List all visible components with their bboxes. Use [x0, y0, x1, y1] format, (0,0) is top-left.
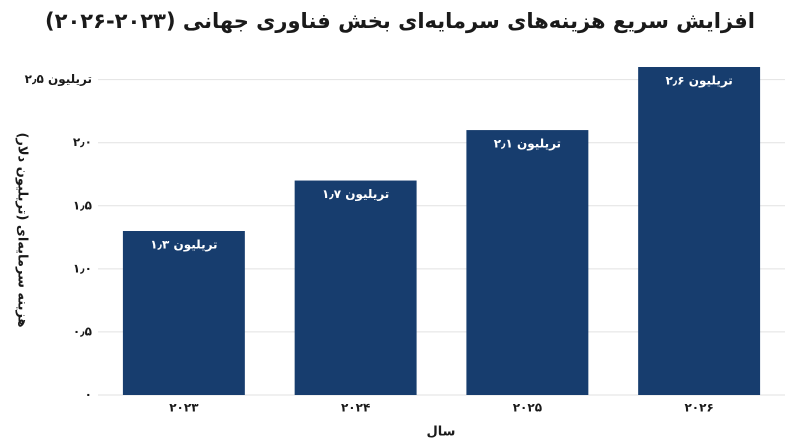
bar: [122, 231, 245, 395]
y-tick-label: ۲٫۰: [73, 135, 92, 149]
bar: [466, 130, 589, 396]
y-tick-label: ۲٫۵ تریلیون: [25, 72, 92, 87]
bar: [294, 180, 417, 395]
x-tick-label: ۲۰۲۶: [684, 401, 713, 415]
chart-title: افزایش سریع هزینه‌های سرمایه‌ای بخش فناو…: [45, 9, 755, 33]
y-axis-label: هزینه سرمایه‌ای (تریلیون دلار): [15, 132, 30, 327]
y-tick-label: ۰: [85, 388, 92, 402]
bar-value-label: ۲٫۶ تریلیون: [665, 74, 732, 89]
y-tick-label: ۱٫۵: [73, 198, 92, 212]
x-tick-label: ۲۰۲۵: [513, 401, 542, 415]
y-tick-label: ۱٫۰: [73, 261, 92, 275]
x-tick-label: ۲۰۲۴: [341, 401, 370, 415]
y-tick-label: ۰٫۵: [73, 324, 92, 338]
bar-value-label: ۱٫۷ تریلیون: [322, 187, 389, 202]
x-axis-label: سال: [427, 425, 456, 440]
bar-value-label: ۲٫۱ تریلیون: [494, 137, 561, 152]
bar-value-label: ۱٫۳ تریلیون: [150, 238, 217, 253]
bar: [638, 67, 761, 395]
x-tick-label: ۲۰۲۳: [169, 401, 199, 415]
